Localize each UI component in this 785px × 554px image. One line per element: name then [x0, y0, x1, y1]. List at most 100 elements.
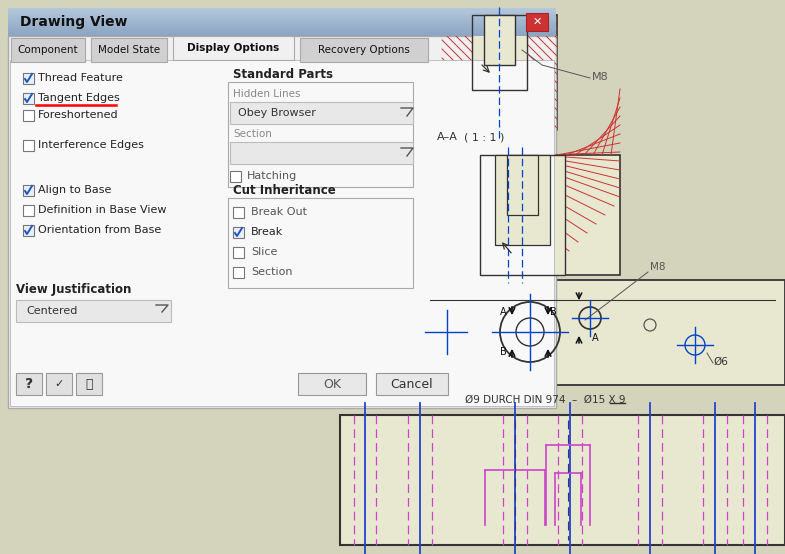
Bar [8, 20, 556, 21]
Text: ⌖: ⌖ [86, 377, 93, 391]
Bar [23, 225, 34, 236]
Text: Cancel: Cancel [391, 377, 433, 391]
Text: Cut Inheritance: Cut Inheritance [233, 183, 336, 197]
Text: Interference Edges: Interference Edges [38, 140, 144, 150]
Bar [16, 373, 42, 395]
Bar [23, 140, 34, 151]
Text: B: B [500, 347, 507, 357]
Bar [8, 30, 556, 31]
Text: Break Out: Break Out [251, 207, 307, 217]
Bar [300, 38, 428, 62]
Bar [8, 14, 556, 15]
Bar [8, 23, 556, 24]
Bar [507, 155, 538, 215]
Bar [8, 10, 556, 11]
Bar [8, 33, 556, 34]
Text: View Justification: View Justification [16, 284, 131, 296]
Bar [8, 35, 556, 36]
Bar [233, 227, 244, 238]
Bar [23, 73, 34, 84]
Bar [91, 38, 167, 62]
Bar [23, 185, 34, 196]
Bar [8, 34, 556, 35]
Text: ( 1 : 1 ): ( 1 : 1 ) [464, 132, 505, 142]
Bar [233, 267, 244, 278]
Text: Recovery Options: Recovery Options [318, 45, 410, 55]
Bar [8, 36, 556, 408]
Text: Ø9 DURCH DIN 974  –  Ø15 X 9: Ø9 DURCH DIN 974 – Ø15 X 9 [465, 395, 626, 405]
Bar [472, 15, 527, 90]
Bar [484, 15, 515, 65]
Bar [8, 32, 556, 33]
Text: Hidden Lines: Hidden Lines [233, 89, 301, 99]
Text: Align to Base: Align to Base [38, 185, 111, 195]
Bar [480, 155, 565, 275]
Bar [8, 27, 556, 28]
Bar [8, 19, 556, 20]
Text: Section: Section [233, 129, 272, 139]
Text: Section: Section [251, 267, 293, 277]
Bar [230, 142, 413, 164]
Bar [8, 16, 556, 17]
Text: OK: OK [323, 377, 341, 391]
Bar [230, 171, 241, 182]
Text: Break: Break [251, 227, 283, 237]
Text: Drawing View: Drawing View [20, 15, 127, 29]
Text: B: B [550, 307, 557, 317]
Bar [233, 207, 244, 218]
Bar [76, 373, 102, 395]
Bar [340, 415, 785, 545]
Bar [23, 110, 34, 121]
Bar [8, 25, 556, 26]
Text: Foreshortened: Foreshortened [38, 110, 119, 120]
Text: Hatching: Hatching [247, 171, 298, 181]
Bar [495, 155, 550, 245]
Bar [8, 24, 556, 25]
Text: Display Options: Display Options [188, 43, 279, 53]
Text: Orientation from Base: Orientation from Base [38, 225, 161, 235]
Bar [8, 8, 556, 9]
Text: A: A [592, 333, 599, 343]
Bar [23, 205, 34, 216]
Text: Thread Feature: Thread Feature [38, 73, 123, 83]
Text: Definition in Base View: Definition in Base View [38, 205, 166, 215]
Bar [173, 36, 294, 60]
Text: Standard Parts: Standard Parts [233, 69, 333, 81]
Text: Component: Component [18, 45, 78, 55]
Bar [526, 13, 548, 31]
Bar [442, 15, 557, 130]
Text: M8: M8 [650, 262, 666, 272]
Bar [8, 21, 556, 22]
Bar [46, 373, 72, 395]
Bar [8, 18, 556, 19]
Bar [11, 38, 85, 62]
Bar [8, 13, 556, 14]
Bar [8, 11, 556, 12]
Bar [8, 17, 556, 18]
Bar [8, 22, 556, 23]
Bar [23, 93, 34, 104]
Bar [8, 15, 556, 16]
Bar [484, 15, 515, 65]
Bar [472, 15, 527, 90]
Bar [8, 26, 556, 27]
Bar [507, 155, 538, 215]
Text: ✕: ✕ [532, 17, 542, 27]
Bar [425, 155, 620, 275]
Bar [230, 102, 413, 124]
Text: ✓: ✓ [54, 379, 64, 389]
Text: Centered: Centered [26, 306, 78, 316]
Text: Model State: Model State [98, 45, 160, 55]
Bar [16, 300, 171, 322]
Bar [8, 12, 556, 13]
Bar [298, 373, 366, 395]
Text: Tangent Edges: Tangent Edges [38, 93, 120, 103]
Bar [8, 28, 556, 29]
Bar [8, 9, 556, 10]
Bar [480, 155, 565, 275]
Text: A: A [500, 307, 506, 317]
Text: M8: M8 [592, 72, 608, 82]
Bar [10, 60, 554, 406]
Bar [376, 373, 448, 395]
Text: Obey Browser: Obey Browser [238, 108, 316, 118]
